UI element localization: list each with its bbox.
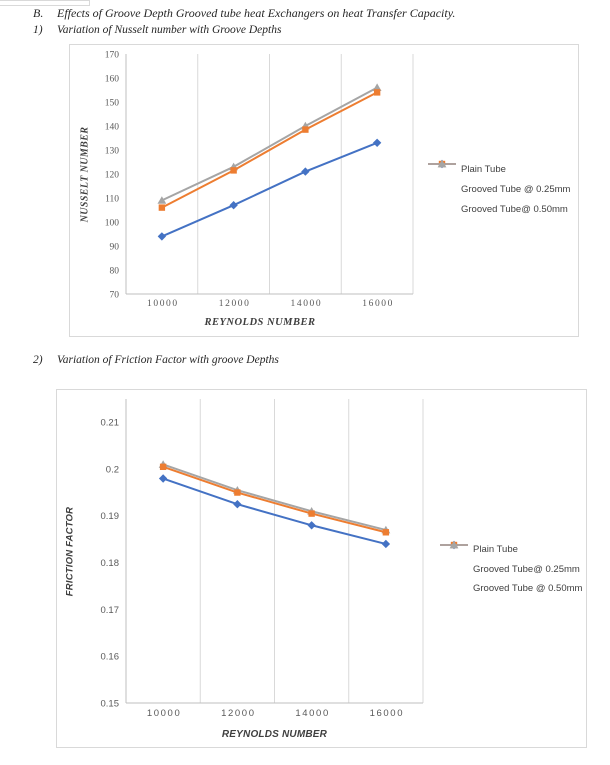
svg-text:14000: 14000 <box>291 299 323 309</box>
svg-text:0.21: 0.21 <box>101 418 120 429</box>
friction-y-axis-title: FRICTION FACTOR <box>64 506 76 597</box>
section-label: B. <box>33 6 44 20</box>
svg-text:80: 80 <box>110 266 120 276</box>
legend-item-grooved-050: Grooved Tube @ 0.50mm <box>439 540 583 599</box>
figure-2-number: 2) <box>33 354 43 366</box>
figure-1-caption: 1) Variation of Nusselt number with Groov… <box>33 23 281 38</box>
svg-text:10000: 10000 <box>147 299 179 309</box>
table-border-artifact <box>0 0 90 6</box>
svg-text:0.18: 0.18 <box>101 558 120 569</box>
section-heading: B. Effects of Groove Depth Grooved tube h… <box>33 6 455 21</box>
legend-label: Plain Tube <box>473 544 518 556</box>
svg-text:14000: 14000 <box>295 708 329 719</box>
nusselt-x-axis-title: REYNOLDS NUMBER <box>204 317 316 328</box>
svg-text:170: 170 <box>105 50 120 60</box>
svg-text:12000: 12000 <box>219 299 251 309</box>
legend-label: Grooved Tube@ 0.25mm <box>473 563 580 575</box>
legend-label: Plain Tube <box>461 163 506 175</box>
grooved-025-square-marker-icon <box>439 541 469 574</box>
friction-x-axis-title: REYNOLDS NUMBER <box>221 729 328 740</box>
figure-2-title: Variation of Friction Factor with groove… <box>57 354 279 366</box>
svg-text:160: 160 <box>105 74 120 84</box>
legend-item-grooved-025: Grooved Tube @ 0.25mm <box>427 160 571 199</box>
figure-1-title: Variation of Nusselt number with Groove … <box>57 24 282 36</box>
nusselt-y-axis-title: NUSSELT NUMBER <box>79 126 91 223</box>
legend-label: Grooved Tube@ 0.50mm <box>461 203 568 215</box>
legend-item-grooved-025: Grooved Tube@ 0.25mm <box>439 541 582 580</box>
legend-label: Grooved Tube @ 0.25mm <box>461 183 571 195</box>
svg-text:120: 120 <box>105 170 120 180</box>
svg-text:12000: 12000 <box>221 708 255 719</box>
svg-text:0.2: 0.2 <box>106 464 119 475</box>
svg-text:130: 130 <box>105 146 120 156</box>
svg-text:10000: 10000 <box>147 708 181 719</box>
svg-text:100: 100 <box>105 218 120 228</box>
svg-text:0.16: 0.16 <box>101 652 120 663</box>
grooved-025-square-marker-icon <box>427 160 457 194</box>
grooved-050-triangle-marker-icon <box>427 159 457 214</box>
svg-text:16000: 16000 <box>362 299 394 309</box>
svg-text:140: 140 <box>105 122 120 132</box>
svg-text:110: 110 <box>105 194 119 204</box>
svg-text:16000: 16000 <box>370 708 404 719</box>
svg-text:70: 70 <box>110 290 120 300</box>
nusselt-legend: Plain Tube Grooved Tube @ 0.25mm Grooved… <box>427 159 570 219</box>
svg-text:0.19: 0.19 <box>101 511 120 522</box>
svg-text:0.15: 0.15 <box>101 698 120 709</box>
svg-text:0.17: 0.17 <box>101 605 120 616</box>
nusselt-plot-area: 70 80 90 100 110 120 130 140 150 160 170 10000 12000… <box>105 50 414 309</box>
figure-1-number: 1) <box>33 24 43 36</box>
svg-text:90: 90 <box>110 242 120 252</box>
grooved-050-triangle-marker-icon <box>439 540 469 594</box>
friction-factor-chart: 0.15 0.16 0.17 0.18 0.19 0.2 0.21 10000 12000 140… <box>56 389 587 748</box>
legend-item-grooved-050: Grooved Tube@ 0.50mm <box>427 159 570 219</box>
nusselt-number-chart: 70 80 90 100 110 120 130 140 150 160 170 10000 12000… <box>69 44 579 337</box>
friction-legend: Plain Tube Grooved Tube@ 0.25mm Grooved … <box>439 540 582 599</box>
figure-2-caption: 2) Variation of Friction Factor with groo… <box>33 353 279 368</box>
section-title: Effects of Groove Depth Grooved tube hea… <box>57 6 456 20</box>
friction-plot-area: 0.15 0.16 0.17 0.18 0.19 0.2 0.21 10000 12000 140… <box>101 399 424 719</box>
legend-label: Grooved Tube @ 0.50mm <box>473 583 583 595</box>
svg-text:150: 150 <box>105 98 120 108</box>
